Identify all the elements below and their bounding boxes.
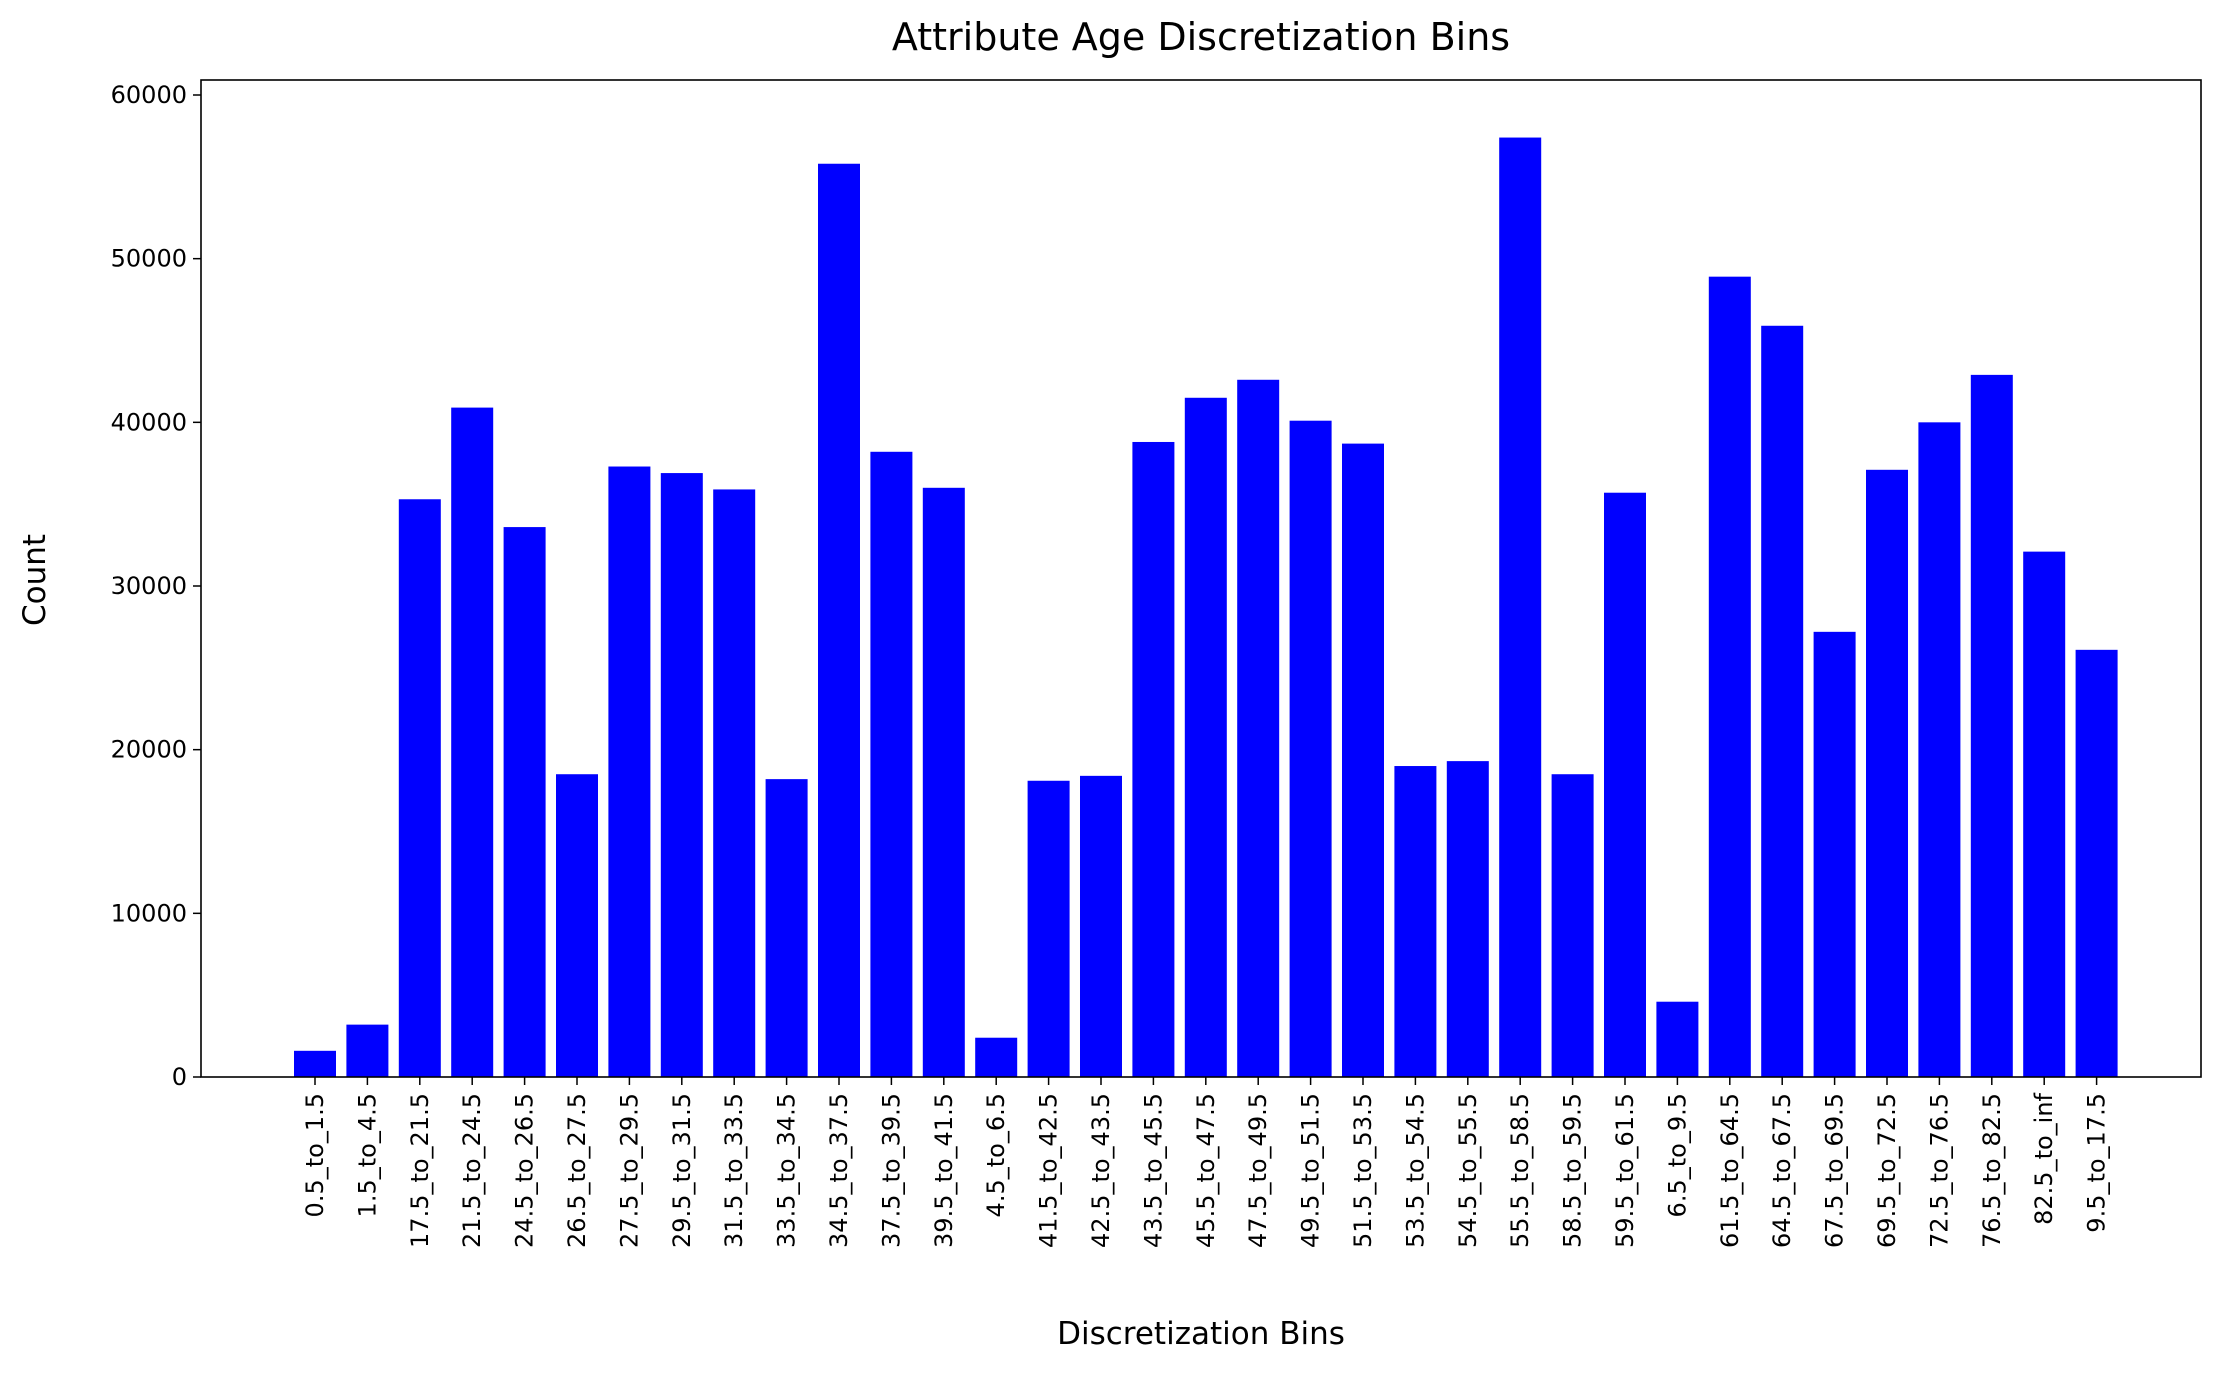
x-tick-label: 17.5_to_21.5 — [406, 1093, 434, 1248]
x-tick-label: 24.5_to_26.5 — [511, 1093, 539, 1248]
bar-58.5_to_59.5 — [1551, 774, 1594, 1077]
bar-41.5_to_42.5 — [1027, 780, 1070, 1077]
x-tick-label: 51.5_to_53.5 — [1349, 1093, 1377, 1248]
y-axis: 0 10000 20000 30000 40000 50000 60000 — [111, 81, 201, 1091]
x-tick-label: 55.5_to_58.5 — [1506, 1093, 1534, 1248]
bar-42.5_to_43.5 — [1080, 775, 1122, 1077]
bar-49.5_to_51.5 — [1289, 420, 1332, 1077]
bar-34.5_to_37.5 — [818, 163, 860, 1078]
bar-82.5_to_inf — [2023, 551, 2066, 1077]
x-tick-label: 41.5_to_42.5 — [1035, 1093, 1063, 1248]
bar-21.5_to_24.5 — [451, 407, 494, 1078]
bar-1.5_to_4.5 — [346, 1024, 389, 1077]
x-tick-label: 42.5_to_43.5 — [1087, 1093, 1115, 1248]
plot-frame — [200, 79, 2202, 1078]
bar-43.5_to_45.5 — [1132, 441, 1175, 1078]
bar-72.5_to_76.5 — [1918, 422, 1961, 1078]
bar-27.5_to_29.5 — [608, 466, 651, 1077]
bar-76.5_to_82.5 — [1970, 374, 2013, 1077]
bar-37.5_to_39.5 — [870, 451, 913, 1077]
bar-59.5_to_61.5 — [1604, 492, 1646, 1078]
x-axis: 0.5_to_1.5 1.5_to_4.5 17.5_to_21.5 21.5_to_… — [301, 1077, 2111, 1248]
bar-51.5_to_53.5 — [1342, 443, 1384, 1077]
x-tick-label: 27.5_to_29.5 — [615, 1093, 643, 1248]
x-tick-label: 21.5_to_24.5 — [458, 1093, 486, 1248]
bar-64.5_to_67.5 — [1761, 325, 1804, 1077]
bar-55.5_to_58.5 — [1499, 137, 1542, 1078]
y-tick-label: 10000 — [111, 899, 187, 927]
x-tick-label: 29.5_to_31.5 — [668, 1093, 696, 1248]
x-tick-label: 6.5_to_9.5 — [1663, 1093, 1691, 1217]
x-tick-label: 31.5_to_33.5 — [720, 1093, 748, 1248]
x-tick-label: 53.5_to_54.5 — [1401, 1093, 1429, 1248]
x-tick-label: 72.5_to_76.5 — [1925, 1093, 1953, 1248]
bar-24.5_to_26.5 — [503, 527, 546, 1077]
x-tick-label: 67.5_to_69.5 — [1821, 1093, 1849, 1248]
x-tick-label: 37.5_to_39.5 — [877, 1093, 905, 1248]
x-tick-label: 54.5_to_55.5 — [1454, 1093, 1482, 1248]
bar-31.5_to_33.5 — [713, 489, 756, 1077]
y-tick-label: 60000 — [111, 81, 187, 109]
bar-0.5_to_1.5 — [294, 1050, 336, 1077]
bar-53.5_to_54.5 — [1394, 766, 1437, 1077]
x-tick-label: 34.5_to_37.5 — [825, 1093, 853, 1248]
bar-4.5_to_6.5 — [975, 1037, 1018, 1077]
x-tick-label: 49.5_to_51.5 — [1297, 1093, 1325, 1248]
y-tick-label: 0 — [172, 1063, 187, 1091]
x-tick-label: 43.5_to_45.5 — [1139, 1093, 1167, 1248]
bar-39.5_to_41.5 — [922, 487, 965, 1077]
x-tick-label: 39.5_to_41.5 — [930, 1093, 958, 1248]
bar-6.5_to_9.5 — [1656, 1001, 1699, 1077]
bar-17.5_to_21.5 — [398, 499, 441, 1077]
bar-33.5_to_34.5 — [765, 779, 808, 1077]
bars-layer — [294, 137, 2118, 1078]
bar-67.5_to_69.5 — [1813, 631, 1856, 1077]
bar-47.5_to_49.5 — [1237, 379, 1280, 1077]
bar-61.5_to_64.5 — [1708, 276, 1751, 1077]
bar-26.5_to_27.5 — [556, 774, 598, 1077]
y-tick-label: 30000 — [111, 572, 187, 600]
bar-69.5_to_72.5 — [1866, 469, 1908, 1077]
x-tick-label: 76.5_to_82.5 — [1978, 1093, 2006, 1248]
x-tick-label: 9.5_to_17.5 — [2083, 1093, 2111, 1233]
x-tick-label: 1.5_to_4.5 — [353, 1093, 381, 1217]
y-axis-title: Count — [17, 534, 53, 626]
x-tick-label: 26.5_to_27.5 — [563, 1093, 591, 1248]
x-tick-label: 4.5_to_6.5 — [982, 1093, 1010, 1217]
chart-title: Attribute Age Discretization Bins — [892, 15, 1510, 59]
x-tick-label: 47.5_to_49.5 — [1244, 1093, 1272, 1248]
y-tick-label: 20000 — [111, 736, 187, 764]
x-axis-title: Discretization Bins — [1057, 1316, 1345, 1352]
x-tick-label: 59.5_to_61.5 — [1611, 1093, 1639, 1248]
x-tick-label: 82.5_to_inf — [2030, 1092, 2058, 1224]
y-tick-label: 40000 — [111, 408, 187, 436]
x-tick-label: 64.5_to_67.5 — [1768, 1093, 1796, 1248]
bar-54.5_to_55.5 — [1446, 761, 1489, 1077]
x-tick-label: 0.5_to_1.5 — [301, 1093, 329, 1217]
x-tick-label: 69.5_to_72.5 — [1873, 1093, 1901, 1248]
bar-9.5_to_17.5 — [2075, 649, 2118, 1077]
bar-29.5_to_31.5 — [660, 473, 703, 1077]
x-tick-label: 61.5_to_64.5 — [1716, 1093, 1744, 1248]
y-tick-label: 50000 — [111, 245, 187, 273]
x-tick-label: 45.5_to_47.5 — [1192, 1093, 1220, 1248]
x-tick-label: 33.5_to_34.5 — [773, 1093, 801, 1248]
bar-45.5_to_47.5 — [1184, 397, 1227, 1077]
x-tick-label: 58.5_to_59.5 — [1559, 1093, 1587, 1248]
